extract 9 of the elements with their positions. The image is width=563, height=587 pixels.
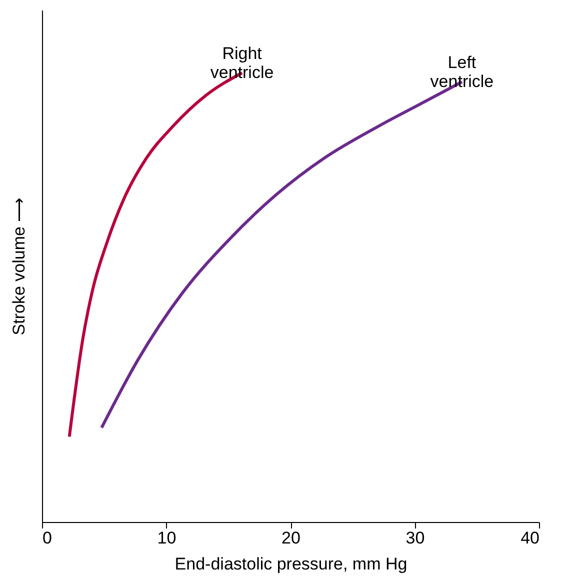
x-tick-label: 10 xyxy=(157,528,176,548)
x-tick-label: 40 xyxy=(520,528,540,548)
x-tick-label: 30 xyxy=(406,528,425,548)
x-tick-label: 20 xyxy=(282,528,300,548)
series-label: Left ventricle xyxy=(430,52,494,91)
x-axis-title: End-diastolic pressure, mm Hg xyxy=(174,554,408,574)
y-axis-title: Stroke volume ⟶ xyxy=(10,198,28,336)
x-tick-label: 0 xyxy=(42,528,52,548)
series-label: Right ventricle xyxy=(210,44,274,82)
